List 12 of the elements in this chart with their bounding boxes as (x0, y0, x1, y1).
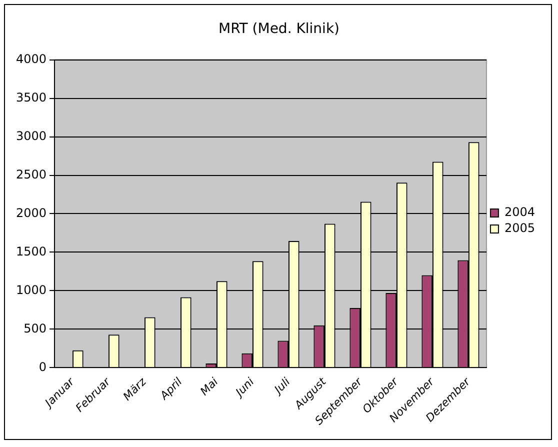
y-tick-label: 1500 (16, 244, 47, 258)
legend-label: 2004 (504, 205, 536, 220)
y-tick-label: 3500 (16, 90, 47, 104)
y-tick-label: 2500 (16, 167, 47, 182)
y-tick-label: 2000 (16, 206, 47, 220)
y-tick-label: 0 (38, 360, 47, 374)
y-tick-label: 500 (24, 321, 47, 336)
y-tick-label: 4000 (16, 52, 47, 66)
chart-title: MRT (Med. Klinik) (218, 21, 340, 38)
y-tick-label: 1000 (16, 282, 47, 297)
y-tick-label: 3000 (16, 128, 47, 143)
legend-label: 2005 (504, 221, 536, 236)
